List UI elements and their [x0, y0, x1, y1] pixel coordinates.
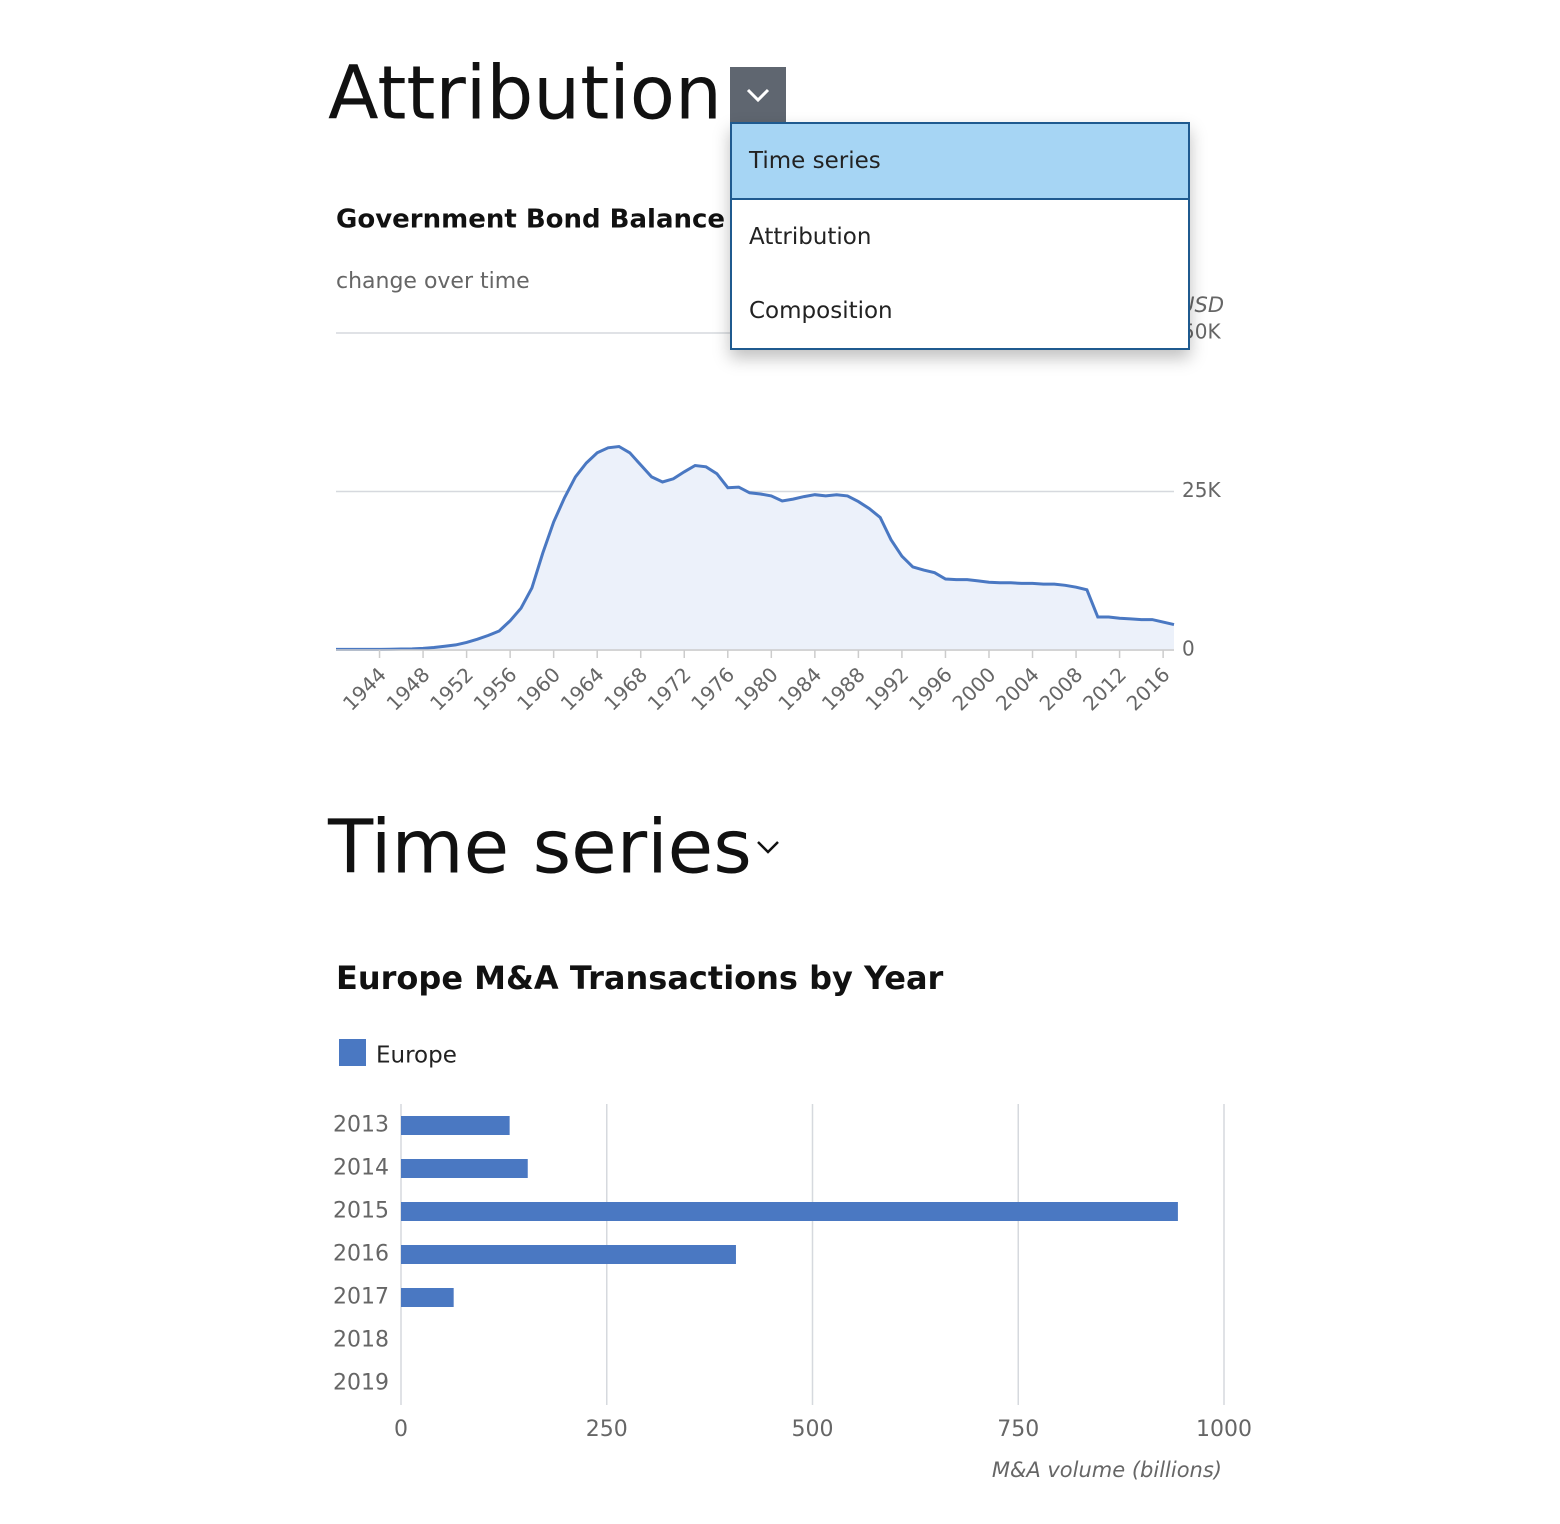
y-tick-label: 2014 — [333, 1156, 389, 1181]
bar — [401, 1245, 736, 1264]
dropdown-option[interactable]: Time series — [732, 124, 1188, 200]
x-tick-label: 1972 — [643, 662, 696, 715]
y-tick-label: 2019 — [333, 1371, 389, 1396]
dropdown-option[interactable]: Composition — [749, 298, 893, 324]
y-tick-label: 25K — [1182, 478, 1221, 502]
x-tick-label: 1992 — [860, 662, 913, 715]
x-tick-label: 1984 — [773, 662, 826, 715]
chart-title: Europe M&A Transactions by Year — [336, 959, 944, 997]
legend-swatch — [339, 1039, 366, 1066]
bar — [401, 1202, 1178, 1221]
chevron — [746, 88, 770, 103]
bar — [401, 1288, 454, 1307]
x-tick-label: 1968 — [599, 662, 652, 715]
y-tick-label: 2016 — [333, 1242, 389, 1267]
legend-label: Europe — [376, 1043, 457, 1069]
x-tick-label: 1976 — [686, 662, 739, 715]
chevron[interactable] — [757, 841, 779, 854]
chart-title: Government Bond Balance fr — [336, 205, 758, 235]
section-heading[interactable]: Time series — [327, 805, 752, 891]
y-tick-label: 2013 — [333, 1113, 389, 1138]
y-tick-label: 0 — [1182, 637, 1195, 661]
x-axis-label: M&A volume (billions) — [992, 1458, 1222, 1482]
x-tick-label: 0 — [394, 1417, 408, 1442]
x-tick-label: 1000 — [1196, 1417, 1252, 1442]
x-tick-label: 750 — [997, 1417, 1039, 1442]
section-heading: Attribution — [328, 51, 722, 137]
dropdown-menu: Time series Attribution Composition — [730, 122, 1190, 350]
area — [336, 446, 1174, 650]
line — [336, 444, 1175, 651]
y-tick-label: 2015 — [333, 1199, 389, 1224]
dropdown-button[interactable] — [730, 67, 786, 123]
x-tick-label: 1964 — [556, 662, 609, 715]
x-tick-label: 1956 — [469, 662, 522, 715]
x-tick-label: 2008 — [1035, 662, 1088, 715]
chart-subtitle: change over time — [336, 269, 530, 294]
x-tick-label: 2004 — [991, 662, 1044, 715]
x-tick-label: 1988 — [817, 662, 870, 715]
x-tick-label: 500 — [792, 1417, 834, 1442]
x-tick-label: 250 — [586, 1417, 628, 1442]
dropdown-option[interactable]: Attribution — [749, 224, 872, 250]
x-tick-label: 2012 — [1078, 662, 1131, 715]
x-tick-label: 1996 — [904, 662, 957, 715]
y-tick-label: 2017 — [333, 1285, 389, 1310]
x-tick-label: 2000 — [947, 662, 1000, 715]
x-tick-label: 1948 — [382, 662, 435, 715]
bar — [401, 1159, 528, 1178]
x-tick-label: 1952 — [425, 662, 478, 715]
x-tick-label: 1944 — [338, 662, 391, 715]
y-tick-label: 2018 — [333, 1328, 389, 1353]
x-tick-label: 1960 — [512, 662, 565, 715]
x-tick-label: 1980 — [730, 662, 783, 715]
bar — [401, 1116, 510, 1135]
x-tick-label: 2016 — [1122, 662, 1175, 715]
